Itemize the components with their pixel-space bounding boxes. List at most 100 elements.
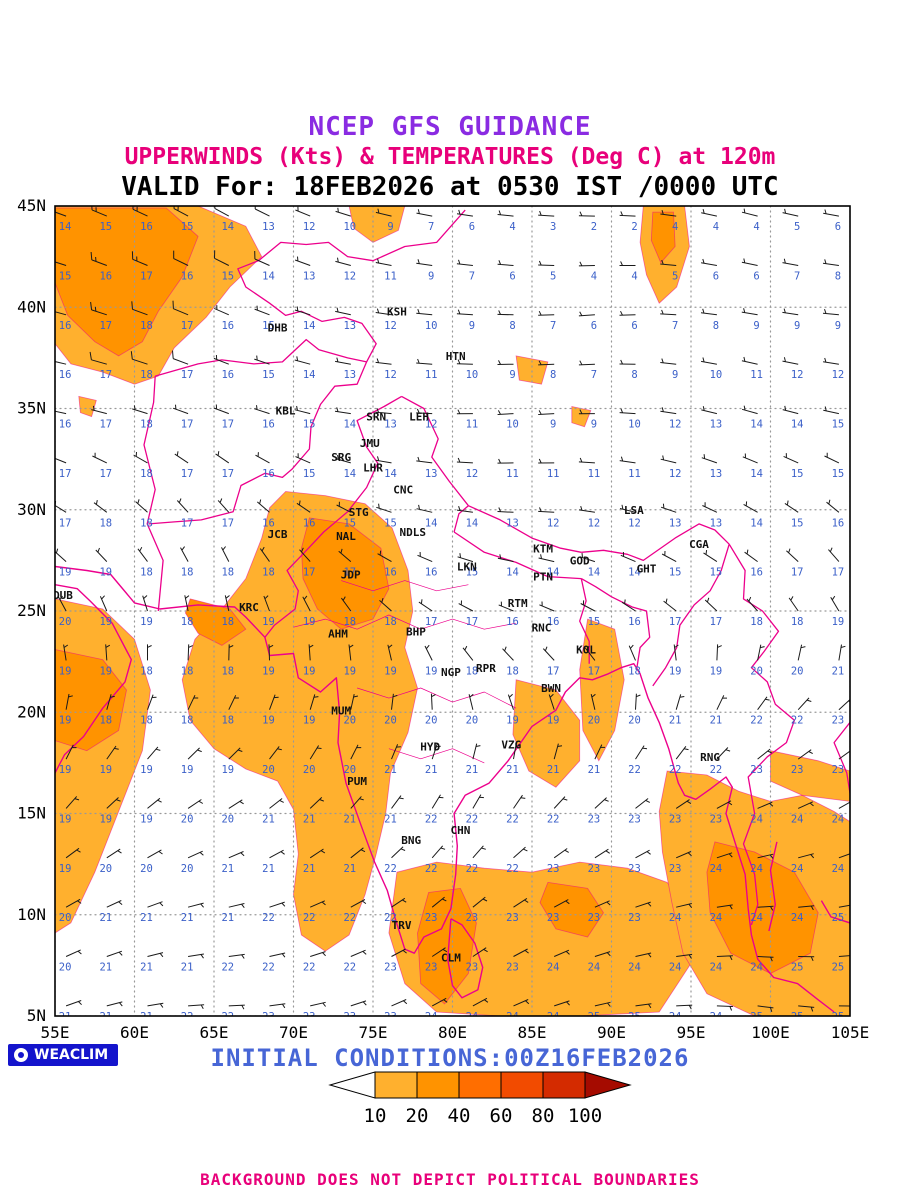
wind-barb bbox=[590, 693, 596, 710]
temperature-value: 17 bbox=[791, 567, 804, 579]
coastline bbox=[55, 565, 835, 1013]
wind-barb bbox=[620, 551, 636, 563]
wind-barb bbox=[757, 853, 774, 859]
temperature-value: 18 bbox=[791, 616, 804, 628]
city-label: JCB bbox=[268, 528, 288, 541]
wind-barb bbox=[137, 546, 148, 562]
city-label: JDP bbox=[341, 569, 361, 582]
wind-barb bbox=[663, 598, 677, 612]
wind-barb bbox=[538, 507, 555, 513]
temperature-value: 25 bbox=[791, 962, 804, 974]
city-label: PTN bbox=[533, 571, 553, 584]
wind-barb bbox=[350, 693, 359, 710]
temperature-value: 4 bbox=[509, 221, 515, 233]
temperature-value: 24 bbox=[832, 863, 845, 875]
temperature-value: 21 bbox=[181, 962, 194, 974]
temperature-value: 14 bbox=[750, 419, 763, 431]
wind-barb bbox=[823, 406, 840, 415]
wind-barb bbox=[757, 644, 765, 661]
graticule bbox=[55, 206, 850, 1016]
wind-barb bbox=[187, 850, 204, 859]
temperature-value: 18 bbox=[140, 567, 153, 579]
wind-barb bbox=[132, 206, 148, 217]
temperature-value: 23 bbox=[628, 863, 641, 875]
temperature-value: 18 bbox=[181, 715, 194, 727]
coastline bbox=[447, 918, 484, 999]
wind-barb bbox=[838, 644, 846, 661]
wind-barb bbox=[350, 1000, 367, 1007]
temperature-value: 12 bbox=[384, 320, 397, 332]
temperature-value: 9 bbox=[591, 419, 597, 431]
lat-axis-label: 15N bbox=[17, 804, 46, 823]
temperature-value: 16 bbox=[750, 567, 763, 579]
temperature-value: 20 bbox=[221, 813, 234, 825]
wind-barb bbox=[538, 410, 555, 415]
temperature-value: 17 bbox=[181, 320, 194, 332]
temperature-value: 15 bbox=[99, 221, 112, 233]
wind-barb bbox=[375, 456, 392, 464]
temperature-value: 18 bbox=[628, 665, 641, 677]
temperature-value: 22 bbox=[262, 912, 275, 924]
wind-barb bbox=[310, 951, 326, 957]
wind-barb bbox=[259, 546, 270, 562]
wind-barb bbox=[55, 548, 67, 562]
temperature-value: 25 bbox=[750, 1011, 763, 1023]
wind-barb bbox=[214, 206, 230, 217]
temperature-value: 11 bbox=[384, 271, 397, 283]
wind-barb bbox=[456, 309, 473, 316]
wind-barb bbox=[416, 408, 433, 415]
wind-barb bbox=[91, 206, 107, 217]
wind-barb bbox=[131, 301, 148, 316]
wind-barb bbox=[553, 796, 568, 809]
temperature-value: 18 bbox=[221, 567, 234, 579]
temperature-value: 17 bbox=[99, 419, 112, 431]
wind-barb bbox=[757, 905, 774, 911]
temperature-value: 13 bbox=[710, 419, 723, 431]
temperature-value: 18 bbox=[221, 715, 234, 727]
lat-axis-label: 45N bbox=[17, 196, 46, 215]
wind-barb bbox=[309, 745, 322, 760]
wind-barb bbox=[594, 900, 611, 908]
wind-barb bbox=[716, 747, 731, 760]
temperature-value: 17 bbox=[181, 517, 194, 529]
temperature-value: 9 bbox=[550, 419, 556, 431]
wind-barb bbox=[823, 209, 839, 217]
temperature-value: 14 bbox=[343, 468, 356, 480]
wind-barb bbox=[497, 260, 514, 266]
wind-barb bbox=[147, 901, 164, 908]
temperature-value: 19 bbox=[832, 616, 845, 628]
temperature-value: 24 bbox=[750, 962, 763, 974]
wind-barb bbox=[716, 904, 733, 910]
temperature-value: 13 bbox=[425, 468, 438, 480]
wind-barb bbox=[431, 845, 446, 859]
wind-barb bbox=[172, 300, 189, 316]
wind-barb bbox=[822, 259, 839, 266]
wind-barb bbox=[55, 308, 67, 316]
temperature-value: 15 bbox=[384, 517, 397, 529]
wind-barb bbox=[838, 853, 850, 859]
temperature-value: 18 bbox=[140, 468, 153, 480]
wind-barb bbox=[309, 900, 326, 908]
wind-barb bbox=[375, 308, 392, 316]
wind-barb bbox=[187, 644, 193, 661]
wind-barb bbox=[228, 695, 239, 710]
temperature-value: 17 bbox=[99, 320, 112, 332]
temperature-value: 15 bbox=[262, 320, 275, 332]
wind-barb bbox=[594, 744, 606, 760]
temperature-value: 12 bbox=[832, 369, 845, 381]
wind-barb bbox=[741, 208, 758, 217]
temperature-value: 24 bbox=[791, 863, 804, 875]
temperature-value: 6 bbox=[509, 271, 515, 283]
temperature-value: 5 bbox=[794, 221, 800, 233]
wind-barb bbox=[675, 799, 692, 809]
temperature-value: 20 bbox=[628, 715, 641, 727]
wind-barb bbox=[55, 410, 67, 415]
city-label: SRG bbox=[331, 451, 351, 464]
wind-barb bbox=[176, 498, 189, 513]
temperature-value: 23 bbox=[303, 1011, 316, 1023]
temperature-value: 21 bbox=[669, 715, 682, 727]
wind-barb bbox=[416, 259, 433, 266]
temperature-value: 14 bbox=[384, 468, 397, 480]
temperature-value: 15 bbox=[832, 419, 845, 431]
city-label: CGA bbox=[689, 538, 709, 551]
